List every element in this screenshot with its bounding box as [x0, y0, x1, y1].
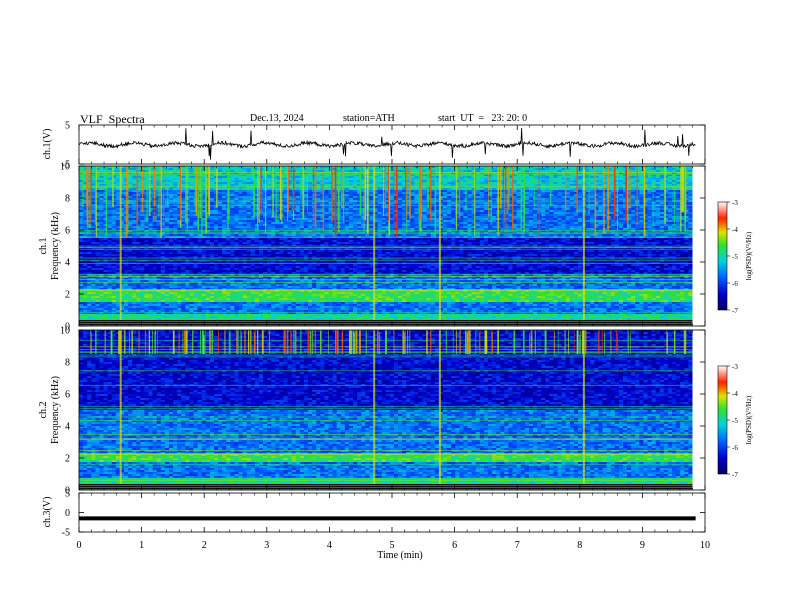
- ch1-spec-y-tick-label: 6: [65, 226, 70, 237]
- ch2-spec-y-tick-label: 4: [65, 422, 70, 433]
- ch3-wave-y-tick-label: -5: [62, 528, 70, 539]
- ch3-wave-y-tick-label: 5: [65, 489, 70, 500]
- ch1-cb-tick-label: -4: [732, 226, 738, 234]
- ch1-spec-y-tick-label: 10: [60, 162, 70, 173]
- figure-title: VLF Spectra: [80, 112, 145, 127]
- ch2-spectrogram: [79, 330, 705, 491]
- ch1-spec-ylabel-freq: Frequency (kHz): [50, 212, 61, 280]
- ch2-spec-y-tick-label: 6: [65, 390, 70, 401]
- ch1-wave-y-tick-label: -5: [62, 160, 70, 171]
- ch1-spec-y-tick-label: 4: [65, 258, 70, 269]
- ch1-cb-tick-label: -5: [732, 253, 738, 261]
- ch3-waveform-ylabel: ch.3(V): [42, 497, 53, 528]
- x-tick-label: 6: [452, 540, 457, 551]
- ch1-waveform-line: [78, 127, 696, 160]
- ch2-spec-y-tick-label: 2: [65, 454, 70, 465]
- wave3-frame: [78, 492, 706, 533]
- x-tick-label: 7: [515, 540, 520, 551]
- ch1-spec-y-tick-label: 0: [65, 322, 70, 333]
- ch2-spec-ylabel-channel: ch.2: [38, 402, 49, 419]
- ch2-spec-y-tick-label: 0: [65, 486, 70, 497]
- ch1-cb-tick-label: -6: [732, 280, 738, 288]
- ch1-spectrogram: [79, 166, 705, 327]
- x-tick-label: 4: [327, 540, 332, 551]
- ch2-cb-label: log(PSD)(V²/Hz): [745, 395, 753, 444]
- ch1-cb-label: log(PSD)(V²/Hz): [745, 231, 753, 280]
- ch2-cb-tick-label: -6: [732, 444, 738, 452]
- ch1-waveform-ylabel: ch.1(V): [42, 129, 53, 160]
- ch2-spec-y-tick-label: 8: [65, 358, 70, 369]
- x-tick-label: 10: [700, 540, 710, 551]
- ch2-spec-y-tick-label: 10: [60, 326, 70, 337]
- x-tick-label: 1: [139, 540, 144, 551]
- ch1-colorbar: [717, 201, 728, 311]
- ch1-spec-ylabel-channel: ch.1: [38, 238, 49, 255]
- x-tick-label: 2: [202, 540, 207, 551]
- ch1-wave-y-tick-label: 5: [65, 121, 70, 132]
- x-tick-label: 8: [577, 540, 582, 551]
- ch1-spec-y-tick-label: 8: [65, 194, 70, 205]
- x-tick-label: 3: [264, 540, 269, 551]
- ch2-cb-tick-label: -7: [732, 471, 738, 479]
- station-label: station=ATH: [343, 113, 395, 124]
- ch2-cb-tick-label: -5: [732, 417, 738, 425]
- ch1-spec-y-tick-label: 2: [65, 290, 70, 301]
- x-tick-label: 0: [77, 540, 82, 551]
- ch1-cb-tick-label: -3: [732, 199, 738, 207]
- recording-date: Dec.13, 2024: [250, 113, 304, 124]
- start-time-label: start UT = 23: 20: 0: [438, 113, 527, 124]
- x-tick-label: 9: [640, 540, 645, 551]
- ch3-wave-y-tick-label: 0: [65, 508, 70, 519]
- x-axis-label: Time (min): [377, 550, 422, 561]
- ch2-cb-tick-label: -4: [732, 390, 738, 398]
- ch2-spec-ylabel-freq: Frequency (kHz): [50, 376, 61, 444]
- x-tick-label: 5: [390, 540, 395, 551]
- ch2-cb-tick-label: -3: [732, 363, 738, 371]
- ch2-colorbar: [717, 365, 728, 475]
- ch1-cb-tick-label: -7: [732, 307, 738, 315]
